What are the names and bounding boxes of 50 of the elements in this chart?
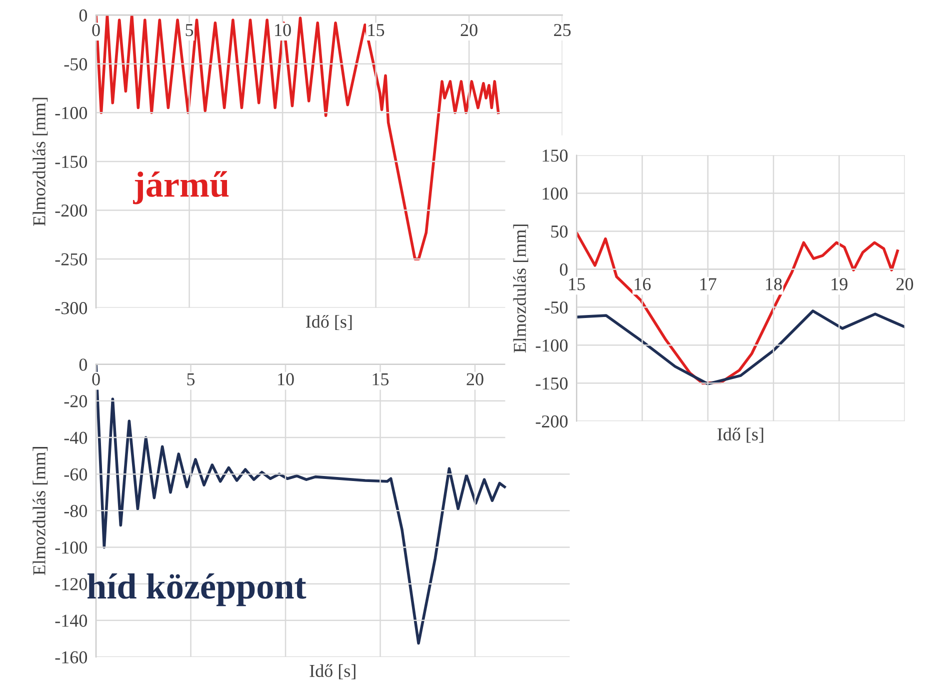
x-tick-label: 0 xyxy=(92,24,100,36)
x-tick-label: 16 xyxy=(634,278,651,290)
x-tick-label: 5 xyxy=(186,24,194,36)
y-axis-title: Elmozdulás [mm] xyxy=(513,224,528,353)
y-tick-label: -140 xyxy=(55,614,88,627)
x-tick-label: 18 xyxy=(766,278,782,290)
y-tick-label: 150 xyxy=(542,150,568,162)
y-tick-label: -60 xyxy=(64,468,88,481)
y-tick-label: -300 xyxy=(55,302,88,314)
y-tick-label: -200 xyxy=(55,204,88,217)
x-tick-label: 20 xyxy=(896,278,914,290)
y-tick-label: 0 xyxy=(560,263,568,276)
y-tick-label: -100 xyxy=(536,339,568,352)
y-tick-label: -50 xyxy=(64,58,88,70)
annotation: jármű xyxy=(133,171,229,204)
x-axis-title: Idő [s] xyxy=(718,428,764,443)
x-tick-label: 10 xyxy=(275,24,291,36)
x-axis-title: Idő [s] xyxy=(310,664,356,680)
y-tick-label: -50 xyxy=(544,301,568,314)
x-tick-label: 10 xyxy=(278,373,294,386)
y-tick-label: -150 xyxy=(55,156,88,168)
y-tick-label: -100 xyxy=(55,106,88,120)
x-axis-title: Idő [s] xyxy=(306,315,352,330)
x-tick-label: 20 xyxy=(466,373,484,386)
y-tick-label: -160 xyxy=(55,651,88,664)
y-tick-label: -120 xyxy=(55,578,88,590)
y-tick-label: -20 xyxy=(64,395,88,408)
x-tick-label: 19 xyxy=(832,278,848,290)
y-tick-label: -100 xyxy=(55,541,88,554)
annotation: híd középpont xyxy=(87,573,306,606)
y-tick-label: -200 xyxy=(536,415,568,428)
y-tick-label: -250 xyxy=(55,253,88,266)
x-tick-label: 15 xyxy=(569,278,585,290)
y-tick-label: 50 xyxy=(551,225,568,238)
y-axis-title: Elmozdulás [mm] xyxy=(32,447,48,576)
line-series xyxy=(576,310,905,386)
y-tick-label: -150 xyxy=(536,377,568,390)
y-axis-title: Elmozdulás [mm] xyxy=(32,98,48,226)
y-tick-label: 0 xyxy=(79,9,88,22)
y-tick-label: 0 xyxy=(79,358,88,371)
x-tick-label: 25 xyxy=(554,24,571,36)
y-tick-label: -80 xyxy=(64,504,88,518)
x-tick-label: 0 xyxy=(92,373,100,386)
x-tick-label: 5 xyxy=(187,373,195,386)
x-tick-label: 17 xyxy=(700,278,716,290)
x-tick-label: 20 xyxy=(460,24,478,36)
y-tick-label: 100 xyxy=(542,188,568,200)
y-tick-label: -40 xyxy=(64,432,88,444)
x-tick-label: 15 xyxy=(372,373,389,386)
x-tick-label: 15 xyxy=(368,24,384,36)
